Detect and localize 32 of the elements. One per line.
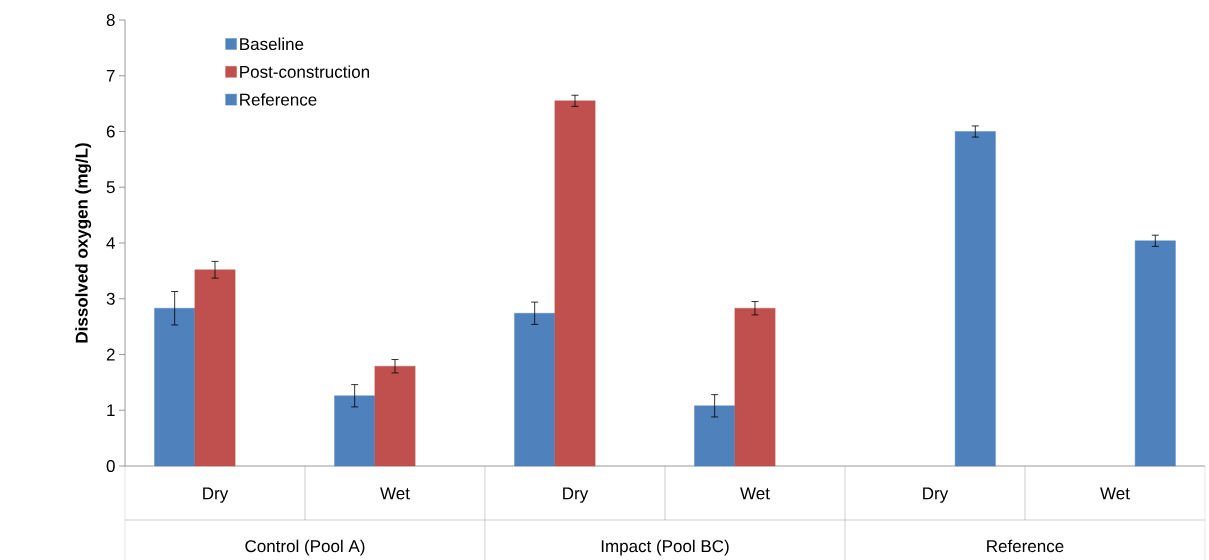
legend-label: Post-construction — [240, 65, 370, 78]
text: Impact (Pool BC) — [601, 539, 729, 556]
legend-label: Reference — [240, 93, 317, 106]
y-tick-label: 0 — [106, 459, 115, 473]
text: Control (Pool A) — [245, 539, 365, 556]
text: Reference — [987, 539, 1064, 553]
y-tick-label: 1 — [107, 404, 115, 417]
bar — [194, 269, 236, 467]
bar — [694, 405, 736, 467]
bar — [554, 100, 596, 467]
x-tick-label: Wet — [740, 487, 770, 500]
y-tick-label: 3 — [106, 292, 115, 305]
x-tick-label: Dry — [923, 487, 949, 503]
bar — [734, 308, 776, 467]
y-axis-title: Dissolved oxygen (mg/L) — [75, 143, 92, 343]
y-tick-label: 6 — [106, 125, 115, 138]
bar — [514, 313, 556, 467]
y-tick-label: 2 — [106, 348, 115, 361]
bar — [334, 395, 376, 467]
y-tick-label: 5 — [106, 181, 115, 194]
bar — [954, 131, 996, 467]
bar — [1134, 240, 1176, 467]
legend-label: Baseline — [240, 37, 304, 51]
x-tick-label: Wet — [1100, 487, 1130, 500]
y-tick-label: 8 — [106, 13, 115, 27]
x-tick-label: Wet — [380, 487, 410, 500]
y-tick-label: 4 — [106, 237, 115, 249]
x-tick-label: Dry — [203, 487, 229, 503]
bar — [374, 366, 416, 467]
y-tick-label: 7 — [106, 69, 115, 82]
x-tick-label: Dry — [563, 487, 589, 503]
bar — [154, 308, 196, 467]
